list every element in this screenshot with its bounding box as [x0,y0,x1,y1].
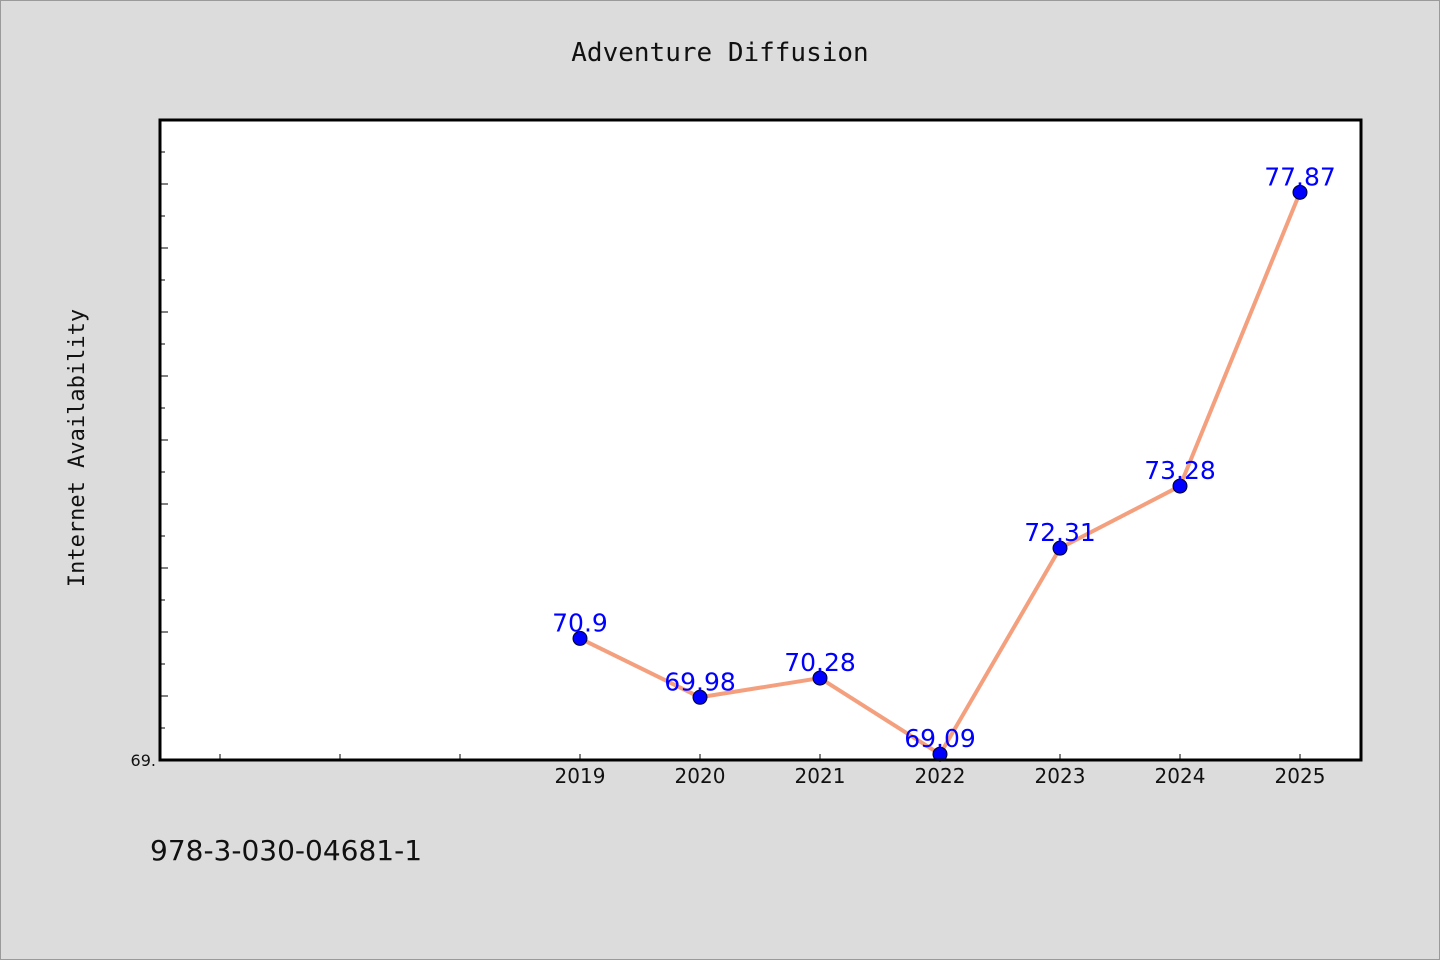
x-axis-ticks: 2019 2020 2021 2022 2023 2024 2025 [219,754,1326,788]
plot-border [158,118,1363,762]
x-tick-label: 2020 [675,764,726,788]
x-tick-label: 2021 [795,764,846,788]
data-label: 69.98 [664,667,736,696]
y-axis-label: Internet Availability [65,309,90,587]
data-label: 69.09 [904,724,976,753]
data-label: 70.9 [552,608,608,637]
data-point [1172,478,1188,494]
data-label: 73.28 [1144,456,1216,485]
x-tick-label: 2025 [1275,764,1326,788]
data-label: 70.28 [784,648,856,677]
series-layer: 70.9 69.98 70.28 69.09 72.31 73.28 77.87 [552,162,1336,762]
data-point [1292,184,1308,200]
data-label: 77.87 [1264,162,1336,191]
y-tick-label: 69. [131,751,156,770]
footer-code: 978-3-030-04681-1 [150,834,423,867]
data-point [692,689,708,705]
x-tick-label: 2019 [555,764,606,788]
data-point [812,670,828,686]
data-point [1052,540,1068,556]
x-tick-label: 2023 [1035,764,1086,788]
x-tick-label: 2022 [915,764,966,788]
x-tick-label: 2024 [1155,764,1206,788]
data-label: 72.31 [1024,518,1096,547]
chart-title: Adventure Diffusion [571,38,868,68]
data-point [572,630,588,646]
plot-area [160,120,1361,760]
